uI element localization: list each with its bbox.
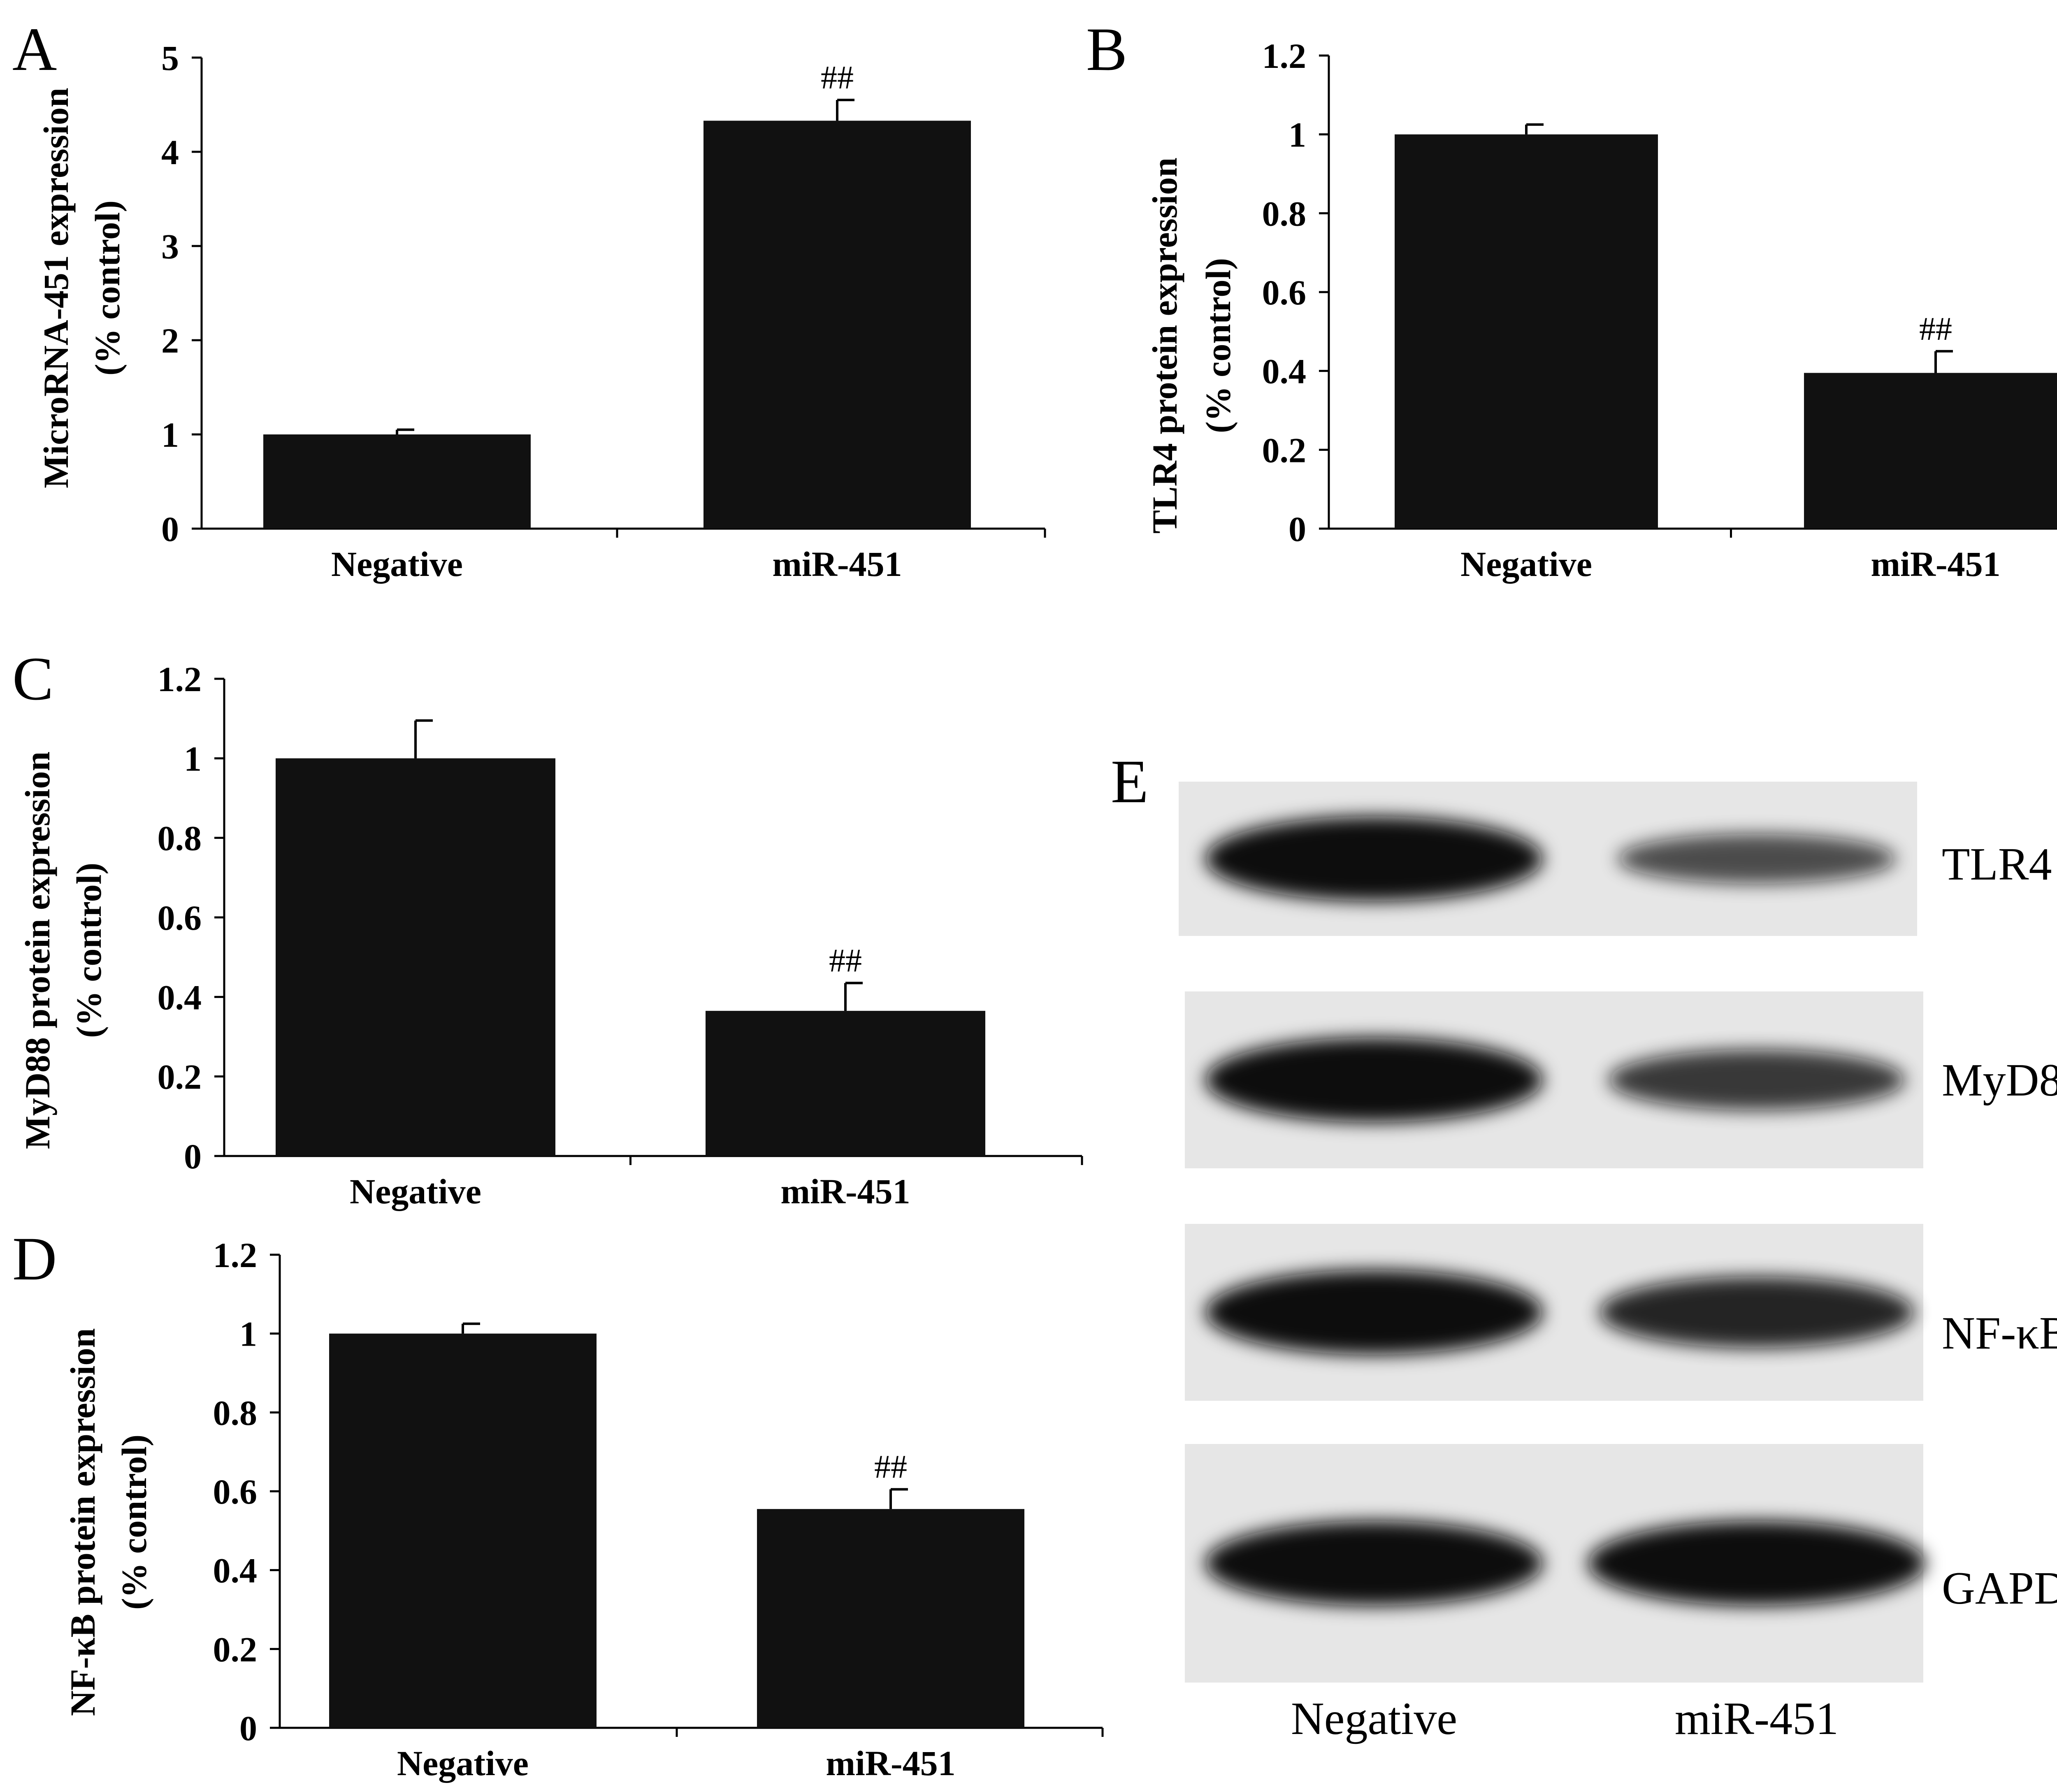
panel-c-significance-mark: ##	[829, 943, 862, 979]
panel-a-ylabel-line2: (% control)	[88, 200, 127, 376]
panel-c-y-tick-label: 1	[184, 739, 202, 778]
panel-a-y-tick-label: 1	[161, 415, 179, 455]
panel-d-y-tick-label: 0.2	[213, 1630, 258, 1669]
panel-c-y-tick-label: 0.4	[158, 977, 202, 1017]
panel-a-category-label-1: miR-451	[772, 544, 902, 584]
panel-b-ylabel-line2: (% control)	[1198, 258, 1238, 433]
panel-c-ylabel-line1: MyD88 protein expression	[18, 752, 57, 1149]
panel-d-y-tick-label: 0.8	[213, 1393, 258, 1432]
panel-c-y-tick-label: 0.8	[158, 819, 202, 858]
panel-b-ylabel-line1: TLR4 protein expression	[1145, 158, 1184, 534]
panel-d-significance-mark: ##	[874, 1449, 907, 1485]
blot-band-1	[1588, 1521, 1925, 1606]
panel-c-bar-0	[276, 758, 555, 1156]
panel-a-y-tick-label: 4	[161, 132, 179, 172]
panel-c-bar-1	[706, 1011, 985, 1156]
panel-d-y-tick-label: 0.6	[213, 1472, 258, 1511]
panel-d-chart: D NF-κB protein expression (% control) 0…	[12, 1225, 1104, 1783]
panel-a-letter: A	[12, 15, 57, 84]
blot-lane-label-negative: Negative	[1291, 1693, 1457, 1744]
panel-b-chart: B TLR4 protein expression (% control) 0 0…	[1086, 15, 2057, 584]
panel-b-y-tick-label: 0.6	[1262, 273, 1307, 312]
panel-a-chart: A MicroRNA-451 expression (% control) 0 1…	[12, 15, 1046, 584]
blot-protein-label: TLR4	[1942, 839, 2052, 890]
panel-d-ylabel-line2: (% control)	[114, 1435, 154, 1610]
panel-a-ylabel-line1: MicroRNA-451 expression	[36, 88, 76, 488]
panel-a-bar-0	[263, 434, 531, 529]
panel-c-category-label-0: Negative	[350, 1172, 481, 1211]
panel-d-y-tick-label: 1	[239, 1314, 257, 1354]
blot-protein-label: GAPDH	[1942, 1563, 2057, 1614]
blot-band-1	[1608, 1049, 1905, 1110]
panel-d-category-label-0: Negative	[397, 1743, 529, 1783]
panel-b-bar-1	[1804, 373, 2057, 529]
panel-d-bar-1	[757, 1509, 1024, 1728]
panel-d-ylabel-line1: NF-κB protein expression	[63, 1328, 102, 1716]
panel-b-category-label-1: miR-451	[1871, 544, 2000, 584]
panel-b-category-label-0: Negative	[1460, 544, 1592, 584]
blot-band-0	[1205, 816, 1543, 901]
panel-b-y-tick-label: 1	[1289, 115, 1306, 155]
panel-d-y-tick-label: 1.2	[213, 1235, 258, 1275]
panel-e-western-blot: E TLR4 MyD88 NF-κB GAPDH Negative miR-451	[1111, 747, 2057, 1744]
blot-protein-label: MyD88	[1942, 1055, 2057, 1106]
panel-a-y-tick-label: 2	[161, 321, 179, 360]
blot-band-0	[1205, 1521, 1543, 1606]
panel-a-y-tick-label: 5	[161, 38, 179, 78]
blot-band-0	[1205, 1038, 1543, 1122]
blot-band-1	[1599, 1277, 1914, 1348]
panel-c-chart: C MyD88 protein expression (% control) 0…	[12, 645, 1083, 1211]
panel-a-category-label-0: Negative	[331, 544, 463, 584]
panel-c-ylabel-line2: (% control)	[69, 863, 109, 1038]
panel-a-y-tick-label: 0	[161, 509, 179, 549]
panel-b-y-tick-label: 0.4	[1262, 352, 1307, 391]
panel-c-y-tick-label: 0.6	[158, 898, 202, 938]
panel-a-bar-1	[703, 121, 971, 529]
panel-d-y-tick-label: 0.4	[213, 1551, 258, 1590]
panel-a-y-tick-label: 3	[161, 227, 179, 266]
blot-lane-label-mir-451: miR-451	[1675, 1693, 1839, 1744]
blot-protein-label: NF-κB	[1942, 1308, 2057, 1359]
panel-c-y-tick-label: 0	[184, 1137, 202, 1176]
blot-band-1	[1617, 833, 1896, 884]
panel-b-y-tick-label: 0.2	[1262, 430, 1307, 470]
panel-d-bar-0	[329, 1333, 597, 1728]
panel-b-y-tick-label: 0.8	[1262, 194, 1307, 233]
panel-b-letter: B	[1086, 15, 1127, 84]
panel-d-category-label-1: miR-451	[826, 1743, 955, 1783]
panel-c-letter: C	[12, 645, 53, 713]
panel-b-y-tick-label: 1.2	[1262, 36, 1307, 76]
panel-c-category-label-1: miR-451	[780, 1172, 910, 1211]
panel-b-bar-0	[1395, 134, 1658, 529]
panel-b-significance-mark: ##	[1919, 311, 1952, 347]
panel-d-y-tick-label: 0	[239, 1708, 257, 1748]
panel-c-y-tick-label: 0.2	[158, 1057, 202, 1097]
panel-c-y-tick-label: 1.2	[158, 659, 202, 699]
panel-b-y-tick-label: 0	[1289, 509, 1306, 549]
blot-band-0	[1205, 1270, 1543, 1355]
panel-e-letter: E	[1111, 747, 1149, 816]
panel-a-significance-mark: ##	[821, 60, 854, 96]
panel-d-letter: D	[12, 1225, 57, 1293]
